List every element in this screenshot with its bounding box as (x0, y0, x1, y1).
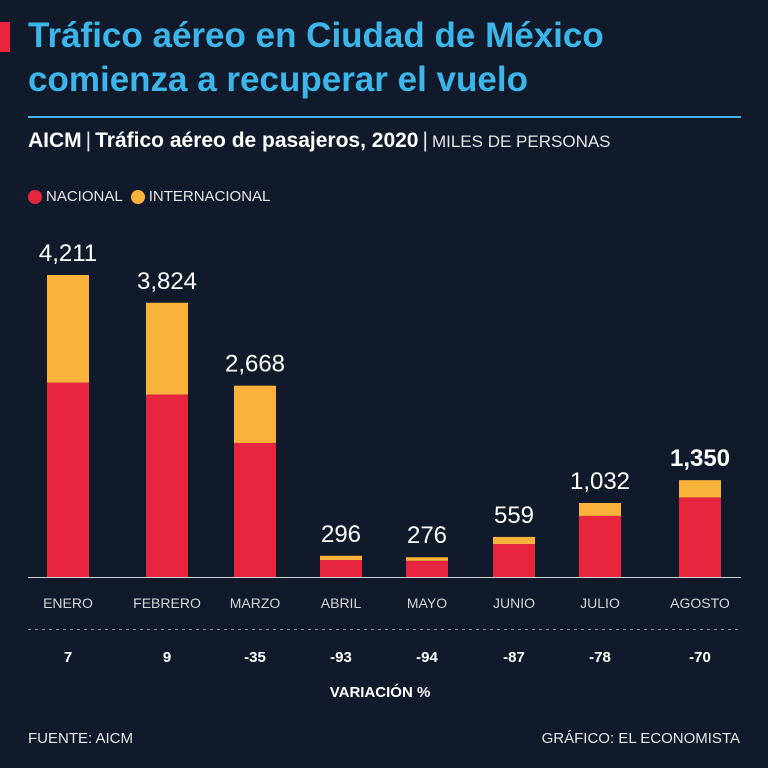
bar-nacional (234, 443, 276, 577)
bar-internacional (679, 480, 721, 498)
bar-nacional (493, 544, 535, 577)
source-note: FUENTE: AICM (28, 730, 134, 747)
x-tick-label: MARZO (230, 595, 281, 611)
bar-total-label: 1,032 (570, 468, 630, 495)
bar-internacional (406, 557, 448, 561)
bar-total-label: 559 (494, 502, 534, 529)
chart-subtitle: AICM | Tráfico aéreo de pasajeros, 2020 | MI… (28, 128, 728, 155)
accent-bar (0, 22, 10, 52)
bar-total-label: 3,824 (137, 268, 197, 295)
bar-total-label: 2,668 (225, 351, 285, 378)
x-tick-label: ABRIL (321, 595, 362, 611)
legend-item-internacional: INTERNACIONAL (130, 188, 271, 205)
legend-label-nacional: NACIONAL (46, 188, 123, 205)
bar-internacional (493, 536, 535, 545)
x-tick-label: JUNIO (493, 595, 535, 611)
bar-internacional (234, 385, 276, 444)
bar-nacional (406, 560, 448, 577)
x-tick-label: FEBRERO (133, 595, 201, 611)
bar-internacional (320, 555, 362, 561)
variation-value: -93 (330, 649, 352, 666)
subtitle-main: Tráfico aéreo de pasajeros, 2020 (95, 129, 419, 152)
legend-swatch-internacional (130, 189, 145, 204)
bar-total-label: 296 (321, 521, 361, 548)
subtitle-source: AICM (28, 129, 82, 152)
subtitle-units: MILES DE PERSONAS (431, 132, 611, 151)
variation-value: 7 (64, 649, 72, 666)
bar-nacional (579, 515, 621, 577)
variation-value: -70 (689, 649, 711, 666)
bar-total-label: 1,350 (670, 445, 730, 472)
bar-total-label: 276 (407, 522, 447, 549)
bar-internacional (579, 502, 621, 516)
subtitle-separator: | (85, 129, 92, 152)
legend-label-internacional: INTERNACIONAL (148, 188, 271, 205)
variation-value: -94 (416, 649, 438, 666)
bar-nacional (679, 497, 721, 577)
x-tick-label: ENERO (43, 595, 93, 611)
title-rule (28, 116, 741, 118)
variation-value: 9 (163, 649, 171, 666)
bar-internacional (146, 302, 188, 395)
bar-total-label: 4,211 (39, 240, 97, 267)
x-tick-label: AGOSTO (670, 595, 730, 611)
bar-nacional (47, 382, 89, 577)
bar-nacional (320, 560, 362, 577)
bar-internacional (47, 275, 89, 383)
x-tick-label: MAYO (407, 595, 447, 611)
legend: NACIONAL INTERNACIONAL (28, 188, 278, 205)
variation-value: -35 (244, 649, 266, 666)
variation-value: -78 (589, 649, 611, 666)
legend-item-nacional: NACIONAL (28, 188, 123, 205)
bar-nacional (146, 394, 188, 577)
chart-headline: Tráfico aéreo en Ciudad de México comien… (28, 16, 604, 99)
legend-swatch-nacional (28, 189, 42, 204)
credit-note: GRÁFICO: EL ECONOMISTA (541, 730, 740, 747)
variation-label: VARIACIÓN % (330, 683, 431, 701)
subtitle-separator: | (422, 129, 428, 152)
variation-value: -87 (503, 649, 525, 666)
x-tick-label: JULIO (580, 595, 620, 611)
